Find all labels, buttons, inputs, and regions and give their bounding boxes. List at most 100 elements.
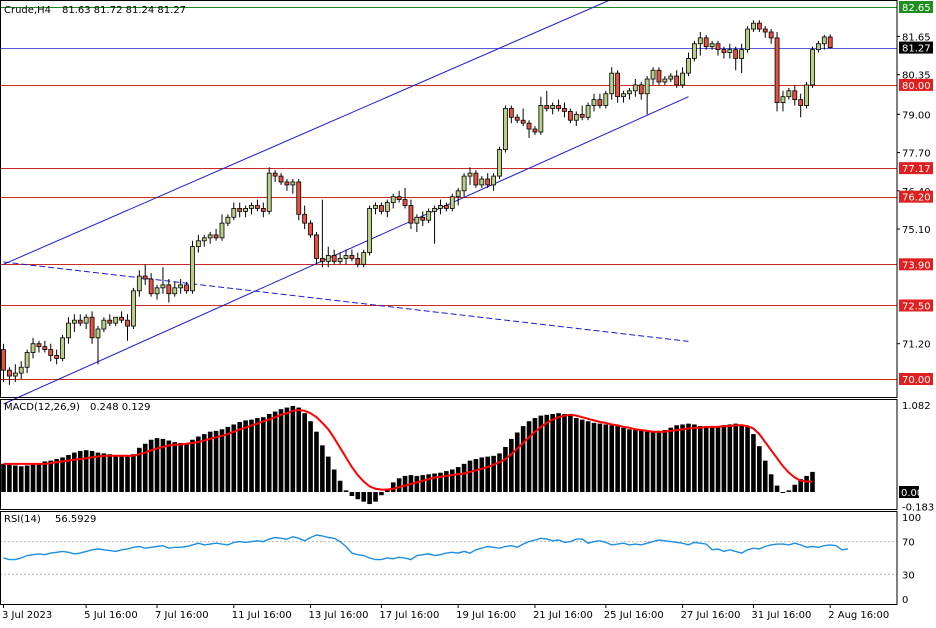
- candle[interactable]: [497, 146, 502, 180]
- candle[interactable]: [573, 111, 579, 127]
- candle[interactable]: [756, 20, 762, 32]
- candles[interactable]: [1, 20, 833, 385]
- candle[interactable]: [77, 314, 83, 327]
- candle[interactable]: [12, 364, 18, 382]
- candle[interactable]: [160, 267, 166, 294]
- candle[interactable]: [526, 120, 532, 138]
- candle[interactable]: [201, 234, 207, 247]
- candle[interactable]: [591, 93, 597, 112]
- candle[interactable]: [449, 193, 455, 212]
- candle[interactable]: [314, 231, 319, 265]
- candle[interactable]: [190, 240, 195, 294]
- candle[interactable]: [473, 170, 479, 188]
- candle[interactable]: [709, 40, 715, 50]
- candle[interactable]: [113, 316, 119, 327]
- candle[interactable]: [402, 187, 408, 209]
- candle[interactable]: [178, 279, 184, 294]
- candle[interactable]: [36, 340, 42, 353]
- candle[interactable]: [514, 114, 520, 124]
- candle[interactable]: [532, 126, 538, 135]
- candle[interactable]: [325, 246, 331, 268]
- candle[interactable]: [302, 205, 308, 230]
- candle[interactable]: [650, 67, 656, 85]
- candle[interactable]: [60, 334, 65, 362]
- candle[interactable]: [71, 314, 77, 332]
- candle[interactable]: [101, 317, 107, 332]
- candle[interactable]: [556, 99, 561, 112]
- candle[interactable]: [786, 87, 792, 100]
- candle[interactable]: [337, 252, 343, 265]
- dashed-trendline[interactable]: [3, 261, 689, 342]
- candle[interactable]: [656, 67, 662, 85]
- candle[interactable]: [727, 43, 733, 59]
- candle[interactable]: [308, 220, 313, 238]
- candle[interactable]: [491, 173, 497, 191]
- candle[interactable]: [119, 311, 124, 324]
- candle[interactable]: [231, 202, 237, 221]
- candle[interactable]: [420, 211, 426, 227]
- candle[interactable]: [762, 26, 768, 38]
- candle[interactable]: [136, 270, 142, 297]
- candle[interactable]: [804, 81, 809, 109]
- candle[interactable]: [30, 337, 36, 359]
- candle[interactable]: [668, 73, 674, 82]
- candle[interactable]: [243, 205, 249, 218]
- candle[interactable]: [674, 70, 680, 88]
- candle[interactable]: [396, 190, 402, 203]
- candle[interactable]: [810, 46, 815, 88]
- candle[interactable]: [774, 31, 780, 112]
- candle[interactable]: [503, 105, 508, 153]
- candle[interactable]: [373, 202, 378, 215]
- candle[interactable]: [597, 93, 603, 109]
- candle[interactable]: [615, 70, 621, 103]
- candle[interactable]: [7, 367, 12, 385]
- candle[interactable]: [266, 167, 272, 215]
- candle[interactable]: [319, 199, 325, 268]
- candle[interactable]: [579, 105, 585, 121]
- candle[interactable]: [213, 229, 219, 241]
- candle[interactable]: [751, 20, 756, 32]
- candle[interactable]: [632, 79, 638, 97]
- candle[interactable]: [225, 214, 231, 227]
- candle[interactable]: [739, 43, 745, 74]
- candle[interactable]: [107, 314, 113, 327]
- candle[interactable]: [89, 311, 95, 344]
- candle[interactable]: [697, 31, 703, 56]
- candle[interactable]: [42, 340, 48, 353]
- candle[interactable]: [48, 343, 54, 362]
- candle[interactable]: [343, 249, 349, 265]
- candle[interactable]: [18, 361, 24, 379]
- candle[interactable]: [585, 102, 591, 121]
- channel-line[interactable]: [3, 0, 618, 265]
- candle[interactable]: [562, 102, 567, 118]
- candle[interactable]: [621, 90, 626, 103]
- candle[interactable]: [821, 34, 827, 50]
- candle[interactable]: [255, 199, 260, 212]
- candle[interactable]: [627, 87, 632, 100]
- candle[interactable]: [426, 208, 432, 224]
- candle[interactable]: [195, 234, 201, 253]
- candle[interactable]: [154, 284, 160, 300]
- candle[interactable]: [686, 52, 691, 77]
- candle[interactable]: [567, 108, 573, 124]
- candle[interactable]: [290, 179, 296, 194]
- candle[interactable]: [680, 67, 685, 88]
- macd-pane[interactable]: MACD(12,26,9) 0.248 0.129: [1, 402, 815, 505]
- candle[interactable]: [66, 317, 71, 344]
- price-pane[interactable]: Crude,H4 81.63 81.72 81.24 81.27: [0, 0, 897, 405]
- rsi-pane[interactable]: RSI(14) 56.5929: [0, 514, 897, 575]
- candle[interactable]: [485, 173, 491, 188]
- candle[interactable]: [461, 173, 467, 197]
- candle[interactable]: [272, 170, 278, 182]
- candle[interactable]: [207, 231, 213, 244]
- time-axis[interactable]: 3 Jul 2023 5 Jul 16:00 7 Jul 16:00 11 Jul 1…: [2, 604, 889, 621]
- candle[interactable]: [467, 167, 473, 185]
- candle[interactable]: [443, 202, 449, 212]
- candle[interactable]: [508, 105, 514, 124]
- candle[interactable]: [1, 343, 6, 382]
- candle[interactable]: [148, 273, 154, 297]
- candle[interactable]: [414, 214, 420, 232]
- candle[interactable]: [733, 46, 739, 71]
- candle[interactable]: [603, 90, 609, 109]
